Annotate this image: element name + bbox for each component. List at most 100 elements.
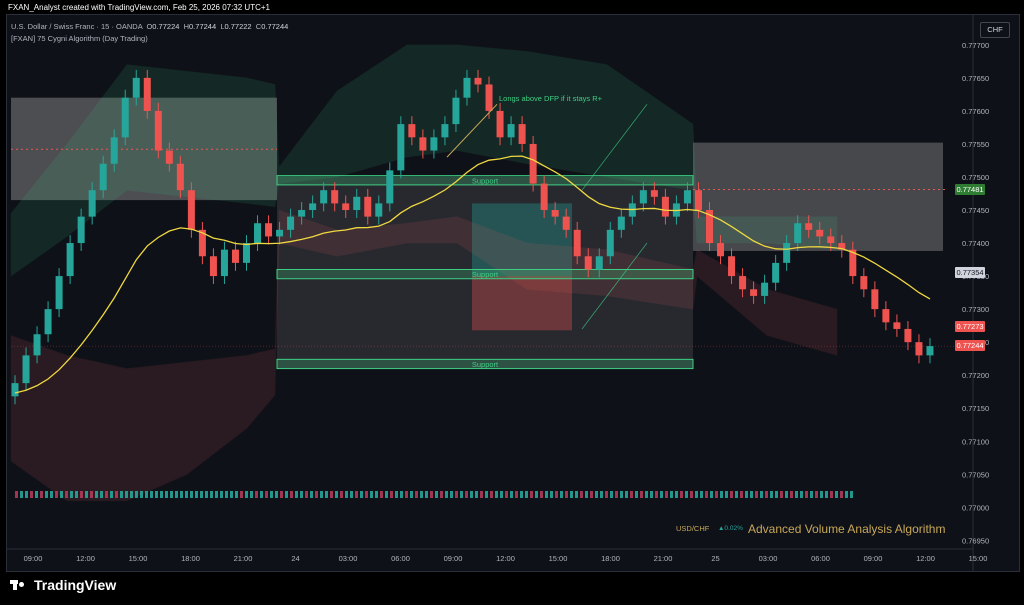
candle-body [882,309,890,323]
candle-body [441,124,449,138]
volume-bar [390,491,393,498]
price-tag-last-price: 0.77244 [955,340,985,352]
lower-band [10,209,838,502]
volume-bar [825,491,828,498]
volume-bar [320,491,323,498]
price-axis-label: 0.77400 [962,239,989,248]
volume-bar [545,491,548,498]
volume-bar [670,491,673,498]
volume-bar [605,491,608,498]
volume-bar [570,491,573,498]
indicator-name[interactable]: [FXAN] 75 Cygni Algorithm (Day Trading) [11,34,148,43]
candle-body [849,249,857,277]
price-axis-label: 0.77450 [962,206,989,215]
volume-bar [360,491,363,498]
volume-bar [335,491,338,498]
volume-bar [660,491,663,498]
volume-bar [830,491,833,498]
volume-bar [530,491,533,498]
candle-body [827,236,835,244]
volume-bar [225,491,228,498]
volume-bar [750,491,753,498]
candle-body [11,383,19,397]
volume-bar [20,491,23,498]
volume-bar [745,491,748,498]
price-axis-label: 0.77000 [962,503,989,512]
candle-body [331,190,339,204]
low-label: L [220,22,225,31]
volume-bar [700,491,703,498]
candle-body [198,229,206,257]
volume-bar [140,491,143,498]
candle-body [650,190,658,197]
candle-body [254,223,262,244]
volume-bar [790,491,793,498]
volume-bar [210,491,213,498]
time-axis-label: 09:00 [444,554,463,563]
ticker-symbol: USD/CHF [676,524,710,533]
volume-bar [185,491,188,498]
price-axis-label: 0.77200 [962,371,989,380]
candle-body [562,216,570,230]
volume-bar [445,491,448,498]
price-axis-label: 0.77650 [962,74,989,83]
volume-bar [590,491,593,498]
volume-bar [380,491,383,498]
volume-bar [255,491,258,498]
volume-bar [370,491,373,498]
volume-bar [250,491,253,498]
volume-bar [785,491,788,498]
brand-text: TradingView [34,577,117,593]
volume-bar [500,491,503,498]
volume-bar [760,491,763,498]
volume-bar [220,491,223,498]
close-label: C [255,22,262,31]
volume-bar [155,491,158,498]
volume-bar [40,491,43,498]
candle-body [66,243,74,277]
volume-bar [295,491,298,498]
volume-bar [245,491,248,498]
candle-body [231,249,239,263]
volume-bar [625,491,628,498]
volume-bar [710,491,713,498]
volume-bar [430,491,433,498]
volume-bar [280,491,283,498]
candle-body [408,124,416,138]
candle-body [187,190,195,230]
chart-area[interactable]: 0.77700 0.77650 0.77600 0.77550 0.77500 0.774… [6,14,1020,572]
candle-body [783,243,791,263]
candle-body [110,137,118,164]
candle-body [915,342,923,356]
volume-bar [600,491,603,498]
support-label: Support [472,360,499,369]
chart-svg[interactable]: 0.777000.776500.776000.775500.775000.774… [7,15,1019,571]
candle-body [55,276,63,310]
currency-button[interactable]: CHF [980,22,1010,38]
low-value: 0.77222 [224,22,252,31]
candle-body [463,77,471,98]
candle-body [353,196,361,211]
candle-body [860,276,868,290]
candle-body [739,276,747,290]
candle-body [661,196,669,217]
volume-bar [520,491,523,498]
volume-bar [475,491,478,498]
time-axis-label: 18:00 [601,554,620,563]
volume-bar [770,491,773,498]
volume-bar [580,491,583,498]
candle-body [617,216,625,230]
volume-bar [560,491,563,498]
volume-bar [135,491,138,498]
volume-bar [340,491,343,498]
volume-bar [620,491,623,498]
volume-bar [795,491,798,498]
volume-bar [455,491,458,498]
time-axis-label: 18:00 [181,554,200,563]
tradingview-brand[interactable]: TradingView [10,577,116,593]
time-axis-label: 12:00 [496,554,515,563]
candle-body [265,223,273,237]
volume-bar [75,491,78,498]
projection-arrow [581,242,648,330]
volume-bar [490,491,493,498]
